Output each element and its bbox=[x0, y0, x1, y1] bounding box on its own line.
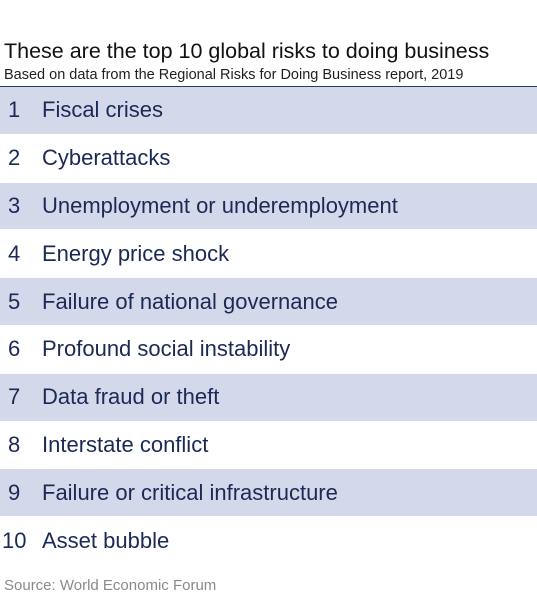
table-row: 10 Asset bubble bbox=[0, 517, 537, 565]
source-note: Source: World Economic Forum bbox=[4, 577, 217, 594]
rank-label: 9 bbox=[8, 479, 21, 505]
rank-label: 7 bbox=[8, 384, 21, 410]
table-row: 1 Fiscal crises bbox=[0, 87, 537, 135]
rank-label: 3 bbox=[8, 192, 21, 218]
table-row: 2 Cyberattacks bbox=[0, 134, 537, 183]
table-row: 9 Failure or critical infrastructure bbox=[0, 469, 537, 518]
rank-label: 6 bbox=[8, 336, 21, 362]
table-row: 3 Unemployment or underemployment bbox=[0, 182, 537, 231]
risk-label: Failure of national governance bbox=[42, 288, 338, 314]
risk-label: Energy price shock bbox=[42, 240, 230, 266]
risk-label: Cyberattacks bbox=[42, 145, 171, 171]
risk-label: Unemployment or underemployment bbox=[42, 192, 398, 218]
rank-label: 5 bbox=[8, 288, 21, 314]
risk-label: Fiscal crises bbox=[42, 97, 164, 123]
chart-title: These are the top 10 global risks to doi… bbox=[4, 39, 490, 63]
rank-label: 1 bbox=[8, 97, 21, 123]
chart-subtitle: Based on data from the Regional Risks fo… bbox=[4, 67, 464, 83]
risk-table: 1 Fiscal crises 2 Cyberattacks 3 Unemplo… bbox=[0, 86, 537, 565]
risk-label: Failure or critical infrastructure bbox=[42, 479, 338, 505]
rank-label: 8 bbox=[8, 431, 21, 457]
risk-label: Profound social instability bbox=[42, 336, 291, 362]
rank-label: 2 bbox=[8, 145, 21, 171]
table-row: 7 Data fraud or theft bbox=[0, 373, 537, 422]
table-row: 8 Interstate conflict bbox=[0, 421, 537, 470]
risk-label: Data fraud or theft bbox=[42, 384, 220, 410]
rank-label: 10 bbox=[2, 527, 27, 553]
risk-label: Interstate conflict bbox=[42, 431, 209, 457]
risk-label: Asset bubble bbox=[42, 527, 170, 553]
table-row: 6 Profound social instability bbox=[0, 325, 537, 374]
rank-label: 4 bbox=[8, 240, 21, 266]
table-row: 5 Failure of national governance bbox=[0, 278, 537, 326]
table-row: 4 Energy price shock bbox=[0, 230, 537, 279]
